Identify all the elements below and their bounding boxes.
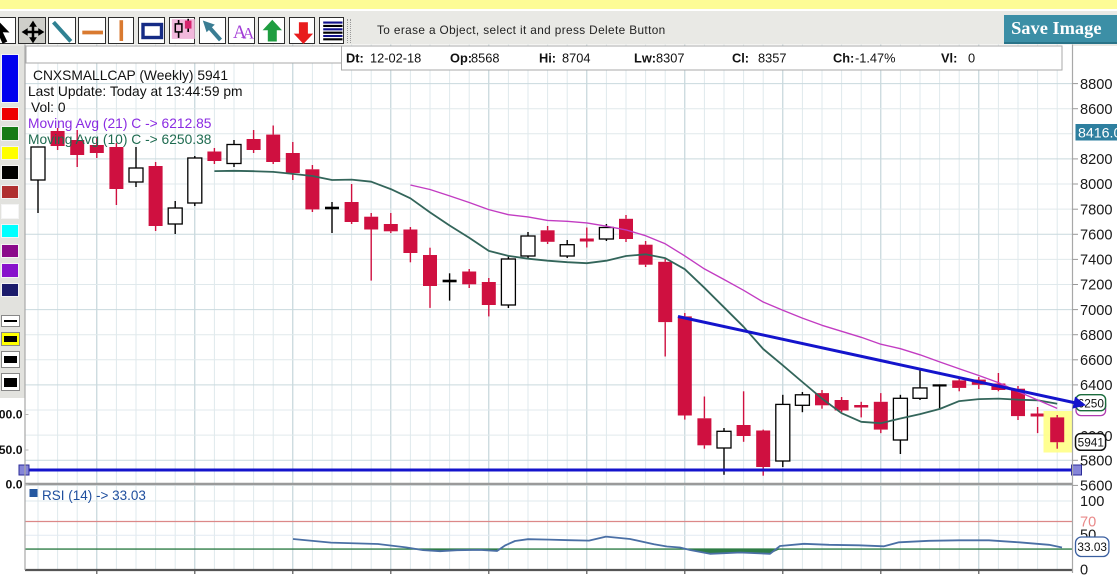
svg-text:RSI (14) -> 33.03: RSI (14) -> 33.03 [42,488,146,503]
svg-text:12-02-18: 12-02-18 [370,51,421,66]
svg-text:CNXSMALLCAP (Weekly) 5941: CNXSMALLCAP (Weekly) 5941 [33,68,228,83]
svg-text:70: 70 [1080,515,1096,531]
svg-text:0.0: 0.0 [6,478,23,492]
svg-text:6250: 6250 [1078,396,1105,410]
svg-text:8307: 8307 [656,51,684,66]
svg-text:50.0: 50.0 [0,443,23,457]
svg-text:5800: 5800 [1080,454,1112,470]
svg-text:8704: 8704 [562,51,590,66]
svg-text:A: A [233,22,247,42]
svg-text:7600: 7600 [1080,228,1112,244]
svg-text:6400: 6400 [1080,378,1112,394]
svg-text:6600: 6600 [1080,353,1112,369]
svg-text:8600: 8600 [1080,102,1112,118]
svg-text:33.03: 33.03 [1077,540,1107,554]
svg-text:7800: 7800 [1080,202,1112,218]
svg-text:Cl:: Cl: [732,51,749,66]
svg-text:7000: 7000 [1080,303,1112,319]
svg-text:8000: 8000 [1080,177,1112,193]
svg-text:100: 100 [1080,494,1104,510]
svg-text:8568: 8568 [471,51,499,66]
svg-text:5600: 5600 [1080,479,1112,495]
svg-text:Lw:: Lw: [634,51,656,66]
svg-text:-1.47%: -1.47% [855,51,896,66]
svg-text:00.0: 00.0 [0,408,23,422]
svg-text:7200: 7200 [1080,278,1112,294]
svg-text:Ch:: Ch: [833,51,854,66]
svg-text:8200: 8200 [1080,152,1112,168]
svg-text:0: 0 [968,51,975,66]
svg-text:Vl:: Vl: [941,51,957,66]
svg-text:0: 0 [1080,563,1088,575]
svg-text:A: A [243,25,255,42]
svg-text:8416.0: 8416.0 [1078,126,1117,142]
svg-text:8357: 8357 [758,51,786,66]
svg-text:Moving Avg (10) C -> 6250.38: Moving Avg (10) C -> 6250.38 [28,132,212,147]
svg-text:Hi:: Hi: [539,51,556,66]
svg-text:Vol: 0: Vol: 0 [31,100,66,115]
svg-text:Moving Avg (21) C -> 6212.85: Moving Avg (21) C -> 6212.85 [28,116,212,131]
svg-text:5941: 5941 [1078,435,1104,449]
svg-text:7400: 7400 [1080,253,1112,269]
svg-text:6800: 6800 [1080,328,1112,344]
svg-text:Last Update: Today at 13:44:59: Last Update: Today at 13:44:59 pm [28,84,243,99]
svg-text:Op:: Op: [450,51,472,66]
svg-text:8800: 8800 [1080,77,1112,93]
svg-text:Dt:: Dt: [346,51,364,66]
